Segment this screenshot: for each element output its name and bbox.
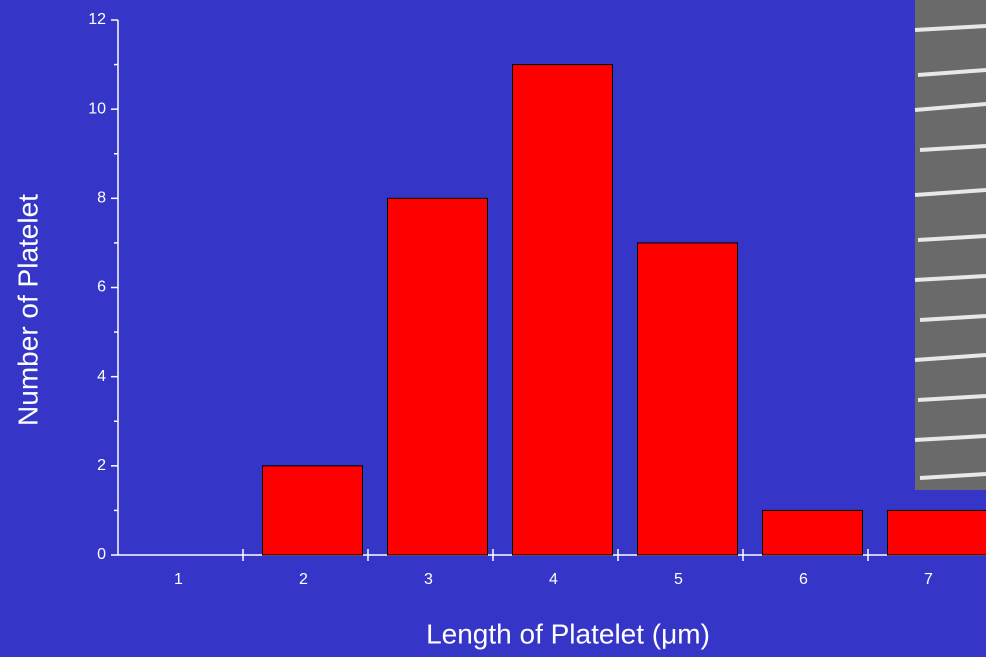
x-tick-label: 6 bbox=[799, 571, 808, 588]
x-tick-label: 2 bbox=[299, 571, 308, 588]
y-tick-label: 12 bbox=[88, 11, 106, 28]
x-tick-label: 5 bbox=[674, 571, 683, 588]
x-tick-label: 7 bbox=[924, 571, 933, 588]
y-axis-title: Number of Platelet bbox=[12, 194, 43, 426]
bar bbox=[637, 242, 738, 556]
x-tick-label: 4 bbox=[549, 571, 558, 588]
x-tick-label: 3 bbox=[424, 571, 433, 588]
x-axis-title: Length of Platelet (μm) bbox=[426, 618, 710, 649]
x-tick-label: 1 bbox=[174, 571, 183, 588]
y-tick-label: 2 bbox=[97, 457, 106, 474]
bar bbox=[387, 197, 488, 556]
bar bbox=[887, 509, 986, 556]
bar bbox=[512, 64, 613, 556]
bar bbox=[262, 465, 363, 556]
inset-micrograph bbox=[914, 0, 986, 490]
y-tick-label: 6 bbox=[97, 279, 106, 296]
bar bbox=[762, 509, 863, 556]
y-tick-label: 4 bbox=[97, 368, 106, 385]
y-tick-label: 0 bbox=[97, 546, 106, 563]
y-tick-label: 10 bbox=[88, 100, 106, 117]
y-tick-label: 8 bbox=[97, 190, 106, 207]
